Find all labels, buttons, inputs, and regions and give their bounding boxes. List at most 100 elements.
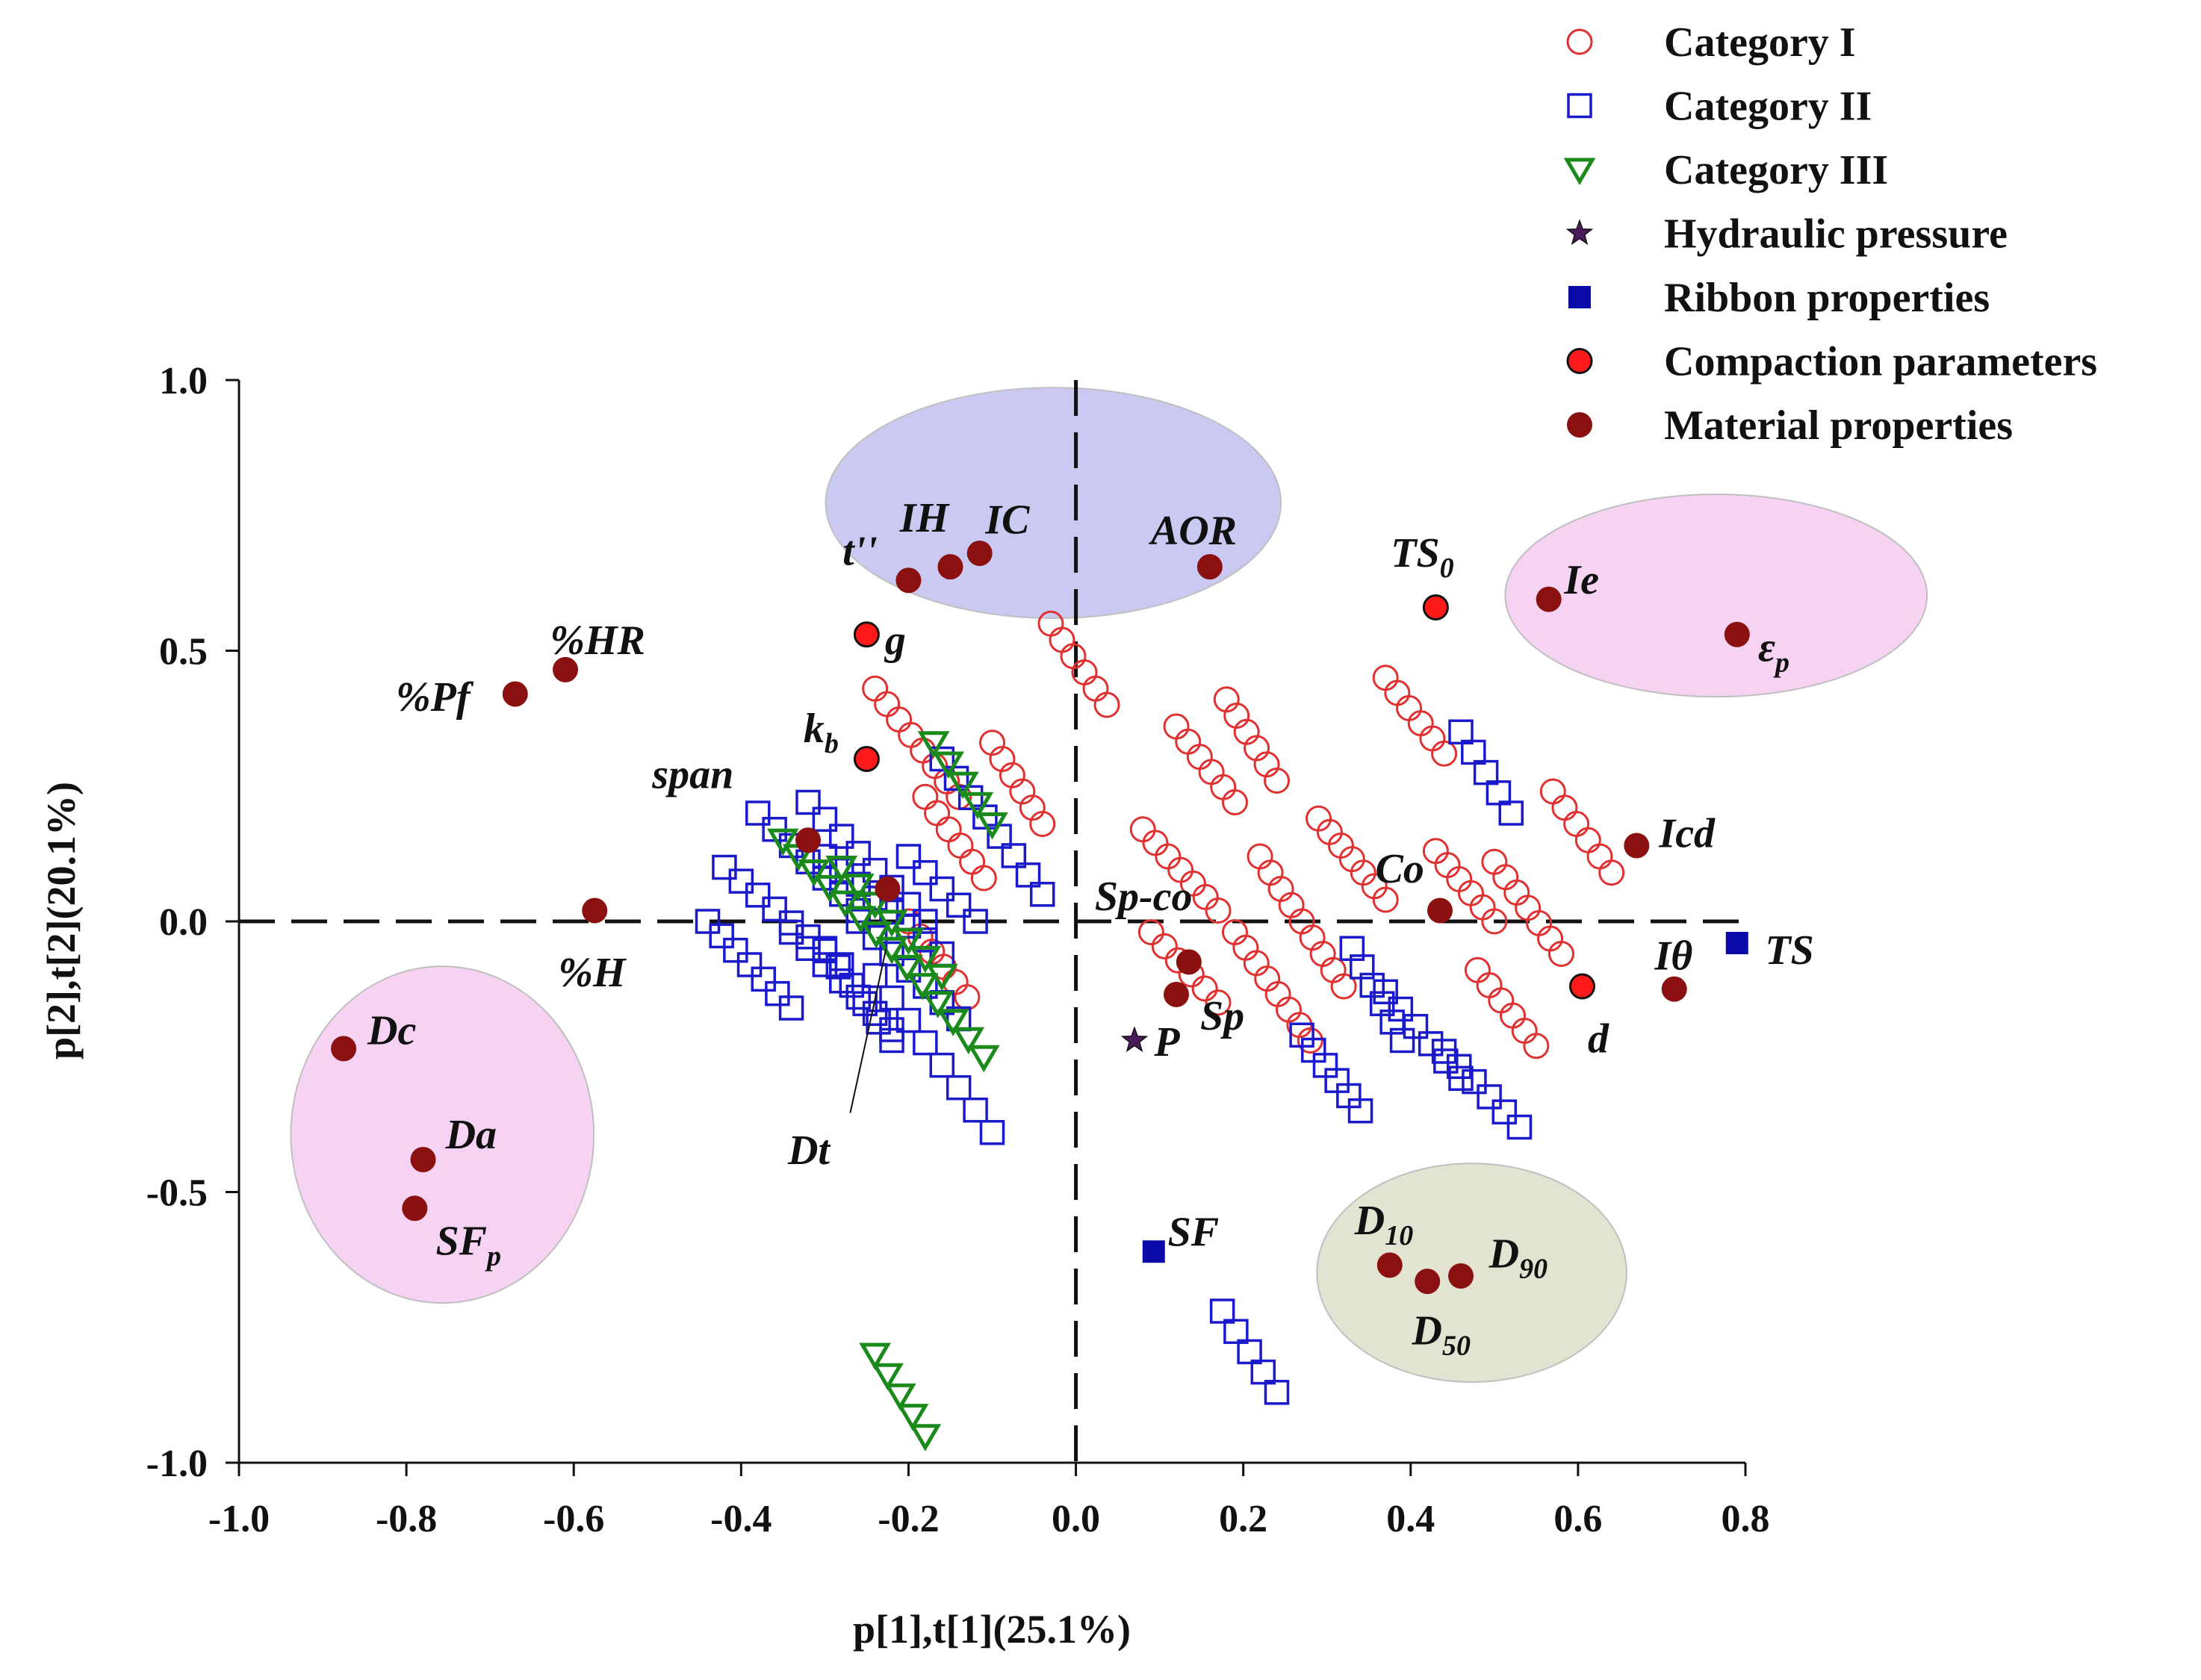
category-i-point bbox=[1330, 973, 1357, 1000]
category-i-point bbox=[1155, 843, 1182, 870]
category-ii-point bbox=[1389, 1027, 1415, 1054]
category-i-point bbox=[954, 984, 981, 1010]
category-i-point bbox=[1396, 694, 1423, 721]
variable-marker bbox=[795, 827, 821, 853]
variables: t'' IH IC AOR TS0 Ie εp %HR %Pf gkb span Icd Co Sp-co… bbox=[331, 495, 1814, 1362]
variable-marker bbox=[1164, 981, 1190, 1007]
category-i-point bbox=[1137, 919, 1164, 945]
category-i-point bbox=[1049, 626, 1075, 653]
category-iii-point bbox=[884, 1383, 916, 1411]
variable-marker bbox=[1427, 897, 1453, 924]
category-iii-point bbox=[872, 1363, 904, 1391]
category-i-point bbox=[1198, 759, 1225, 785]
category-i-point bbox=[886, 706, 913, 733]
legend-marker bbox=[1568, 286, 1591, 308]
category-ii-point bbox=[895, 1007, 922, 1033]
category-i-point bbox=[874, 691, 901, 718]
category-ii-point bbox=[1448, 719, 1474, 744]
variable-marker bbox=[1422, 594, 1449, 620]
category-ii-point bbox=[845, 841, 871, 866]
category-iii-point bbox=[891, 954, 923, 983]
category-iii-point bbox=[798, 859, 831, 887]
legend-marker bbox=[1565, 219, 1594, 246]
variable-marker bbox=[502, 681, 528, 707]
category-i-point bbox=[1299, 924, 1326, 951]
category-i-point bbox=[1205, 989, 1232, 1016]
variable-label: %HR bbox=[550, 617, 645, 664]
category-ii-point bbox=[913, 860, 938, 886]
variable-label: IC bbox=[984, 497, 1030, 544]
category-ii-point bbox=[1029, 882, 1055, 907]
category-ii-point bbox=[736, 952, 763, 977]
category-ii-point bbox=[963, 1097, 988, 1123]
category-i-point bbox=[959, 848, 986, 875]
category-i-point bbox=[924, 800, 951, 827]
variable-marker bbox=[1536, 586, 1562, 612]
legend-label: Ribbon properties bbox=[1664, 275, 1990, 321]
category-i-point bbox=[1082, 675, 1109, 702]
category-i-point bbox=[1142, 830, 1169, 856]
variable-label: kb bbox=[804, 706, 839, 759]
category-ii-point bbox=[1264, 1380, 1290, 1405]
category-iii-point bbox=[906, 973, 939, 1001]
category-i-point bbox=[1093, 691, 1120, 718]
category-i-point bbox=[1191, 975, 1218, 1002]
y-tick-label: 0.5 bbox=[159, 631, 208, 673]
variable-marker bbox=[853, 621, 880, 648]
category-ii-point bbox=[709, 923, 734, 949]
category-i-point bbox=[1537, 925, 1564, 952]
category-ii-point bbox=[1223, 1319, 1249, 1344]
category-ii-point bbox=[879, 941, 904, 967]
category-ii-point bbox=[712, 854, 737, 880]
variable-label: D10 bbox=[1354, 1198, 1413, 1251]
category-ii-point bbox=[913, 909, 938, 934]
category-iii-point bbox=[842, 874, 875, 901]
category-iii-point bbox=[976, 812, 1008, 840]
category-i-point bbox=[1205, 897, 1232, 924]
category-iii-point bbox=[917, 731, 950, 759]
category-i-point bbox=[1547, 941, 1574, 967]
variable-label: d bbox=[1588, 1015, 1609, 1062]
category-ii-point bbox=[1388, 996, 1414, 1022]
category-ii-point bbox=[1237, 1339, 1262, 1365]
category-ii-point bbox=[812, 936, 838, 961]
legend-marker bbox=[1563, 158, 1596, 185]
category-i-point bbox=[1192, 883, 1219, 910]
variable-label: Sp bbox=[1200, 993, 1244, 1039]
y-tick-label: -1.0 bbox=[146, 1443, 208, 1485]
category-iii-point bbox=[896, 1404, 929, 1431]
variable-label: Da bbox=[445, 1112, 497, 1158]
category-i-point bbox=[1574, 827, 1601, 853]
category-ii-point bbox=[1418, 1031, 1444, 1057]
legend-label: Category III bbox=[1664, 147, 1888, 193]
category-ii-point bbox=[929, 876, 955, 902]
category-ii-point bbox=[745, 883, 771, 908]
category-ii-point bbox=[812, 952, 838, 977]
variable-marker bbox=[1176, 949, 1202, 975]
category-i-point bbox=[1210, 774, 1237, 800]
category-i-point bbox=[1257, 859, 1284, 886]
category-i-point bbox=[1523, 1033, 1550, 1060]
variable-marker bbox=[410, 1147, 436, 1172]
category-i-point bbox=[1267, 876, 1294, 902]
x-tick-label: -0.6 bbox=[543, 1498, 604, 1540]
variable-label: Dc bbox=[367, 1008, 416, 1054]
category-ii-point bbox=[762, 896, 787, 922]
variable-label: Co bbox=[1376, 846, 1424, 892]
category-i-point bbox=[1515, 895, 1542, 921]
category-iii-point bbox=[952, 1027, 985, 1055]
category-iii-point bbox=[946, 771, 979, 800]
category-i-point bbox=[862, 675, 889, 702]
category-i-point bbox=[1464, 956, 1491, 983]
category-ii-point bbox=[728, 868, 754, 894]
x-tick-label: 0.8 bbox=[1722, 1498, 1770, 1540]
y-tick-label: -0.5 bbox=[146, 1172, 208, 1215]
category-i-point bbox=[1586, 843, 1613, 870]
x-tick-label: 0.2 bbox=[1219, 1498, 1267, 1540]
legend-marker bbox=[1567, 93, 1592, 119]
variable-label: TS bbox=[1765, 927, 1813, 974]
category-i-point bbox=[1278, 892, 1305, 918]
category-ii-point bbox=[929, 1052, 955, 1078]
category-iii-point bbox=[909, 1424, 942, 1452]
variable-label: %Pf bbox=[396, 674, 474, 721]
